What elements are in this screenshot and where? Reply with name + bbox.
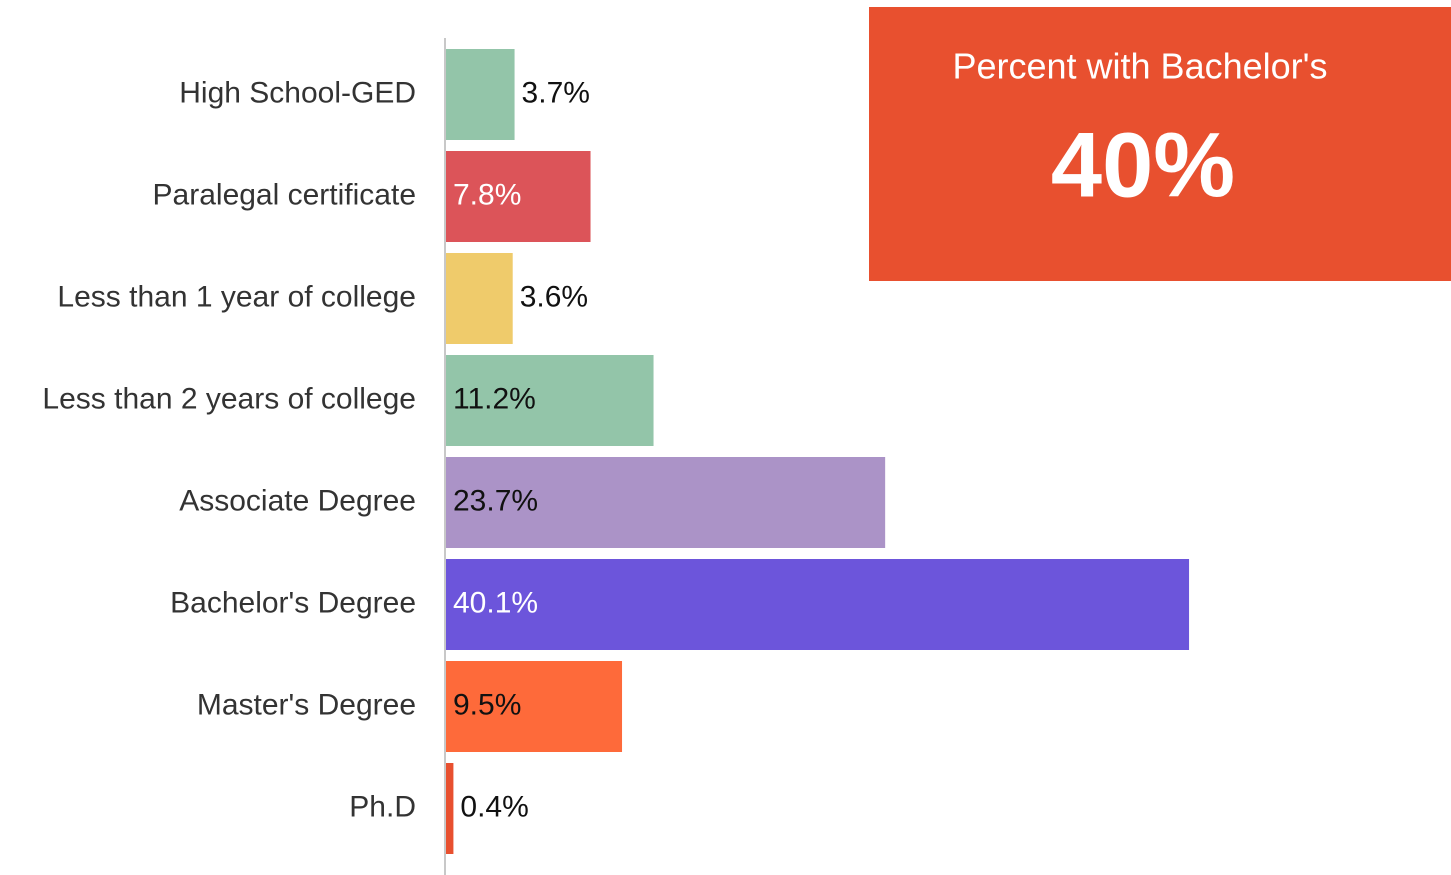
value-label: 7.8% [453, 178, 521, 211]
bar [446, 253, 513, 344]
bar [446, 355, 654, 446]
value-label: 23.7% [453, 484, 538, 517]
value-label: 3.6% [520, 280, 588, 313]
bar [446, 457, 886, 548]
category-label: Bachelor's Degree [170, 586, 416, 619]
value-label: 40.1% [453, 586, 538, 619]
category-label: Paralegal certificate [153, 178, 416, 211]
bar [446, 763, 454, 854]
category-label: High School-GED [179, 76, 416, 109]
callout-title: Percent with Bachelor's [952, 46, 1327, 87]
value-label: 9.5% [453, 688, 521, 721]
category-label: Less than 1 year of college [57, 280, 416, 313]
bar [446, 151, 591, 242]
bar [446, 559, 1190, 650]
bar [446, 661, 623, 752]
category-label: Ph.D [349, 790, 416, 823]
bar [446, 49, 515, 140]
category-label: Master's Degree [197, 688, 416, 721]
callout-value: 40% [1051, 114, 1235, 216]
value-label: 3.7% [522, 76, 590, 109]
value-label: 11.2% [453, 382, 536, 415]
value-label: 0.4% [460, 790, 528, 823]
callout-box [869, 7, 1451, 281]
category-label: Less than 2 years of college [42, 382, 416, 415]
category-label: Associate Degree [179, 484, 416, 517]
